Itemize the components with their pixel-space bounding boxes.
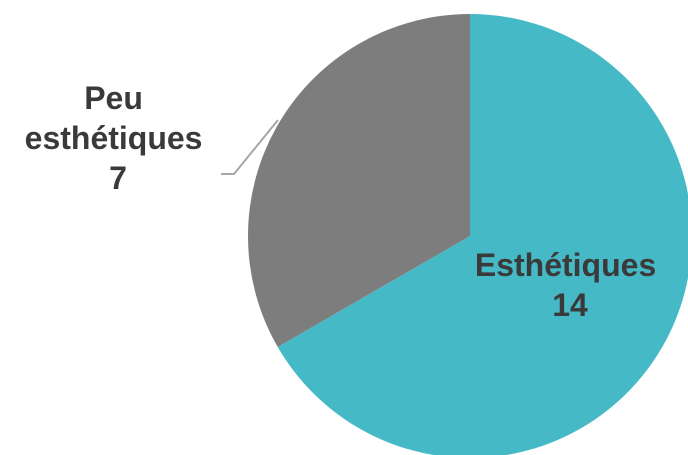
label-esthetiques-name: Esthétiques xyxy=(475,247,656,283)
label-peu-esthetiques: Peu esthétiques 7 xyxy=(25,80,212,196)
pie-slice-peu-esthetiques xyxy=(247,13,470,347)
label-peu-esthetiques-line1: Peu xyxy=(84,80,143,116)
label-esthetiques: Esthétiques 14 xyxy=(475,247,665,323)
leader-line-peu-esthetiques xyxy=(221,119,279,175)
pie-slice-esthetiques xyxy=(277,14,688,455)
label-esthetiques-value: 14 xyxy=(552,287,588,323)
label-peu-esthetiques-line2: esthétiques xyxy=(25,120,203,156)
pie-slices xyxy=(247,13,688,455)
label-peu-esthetiques-value: 7 xyxy=(109,160,127,196)
